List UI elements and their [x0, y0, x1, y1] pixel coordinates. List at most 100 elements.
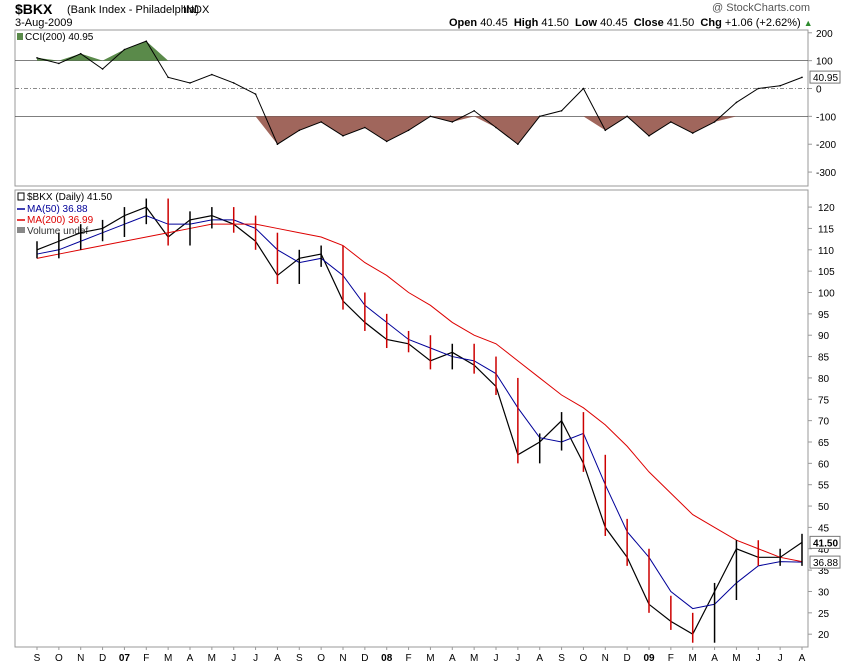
cci-point: [757, 87, 760, 90]
cci-y-tick-label: -300: [816, 168, 836, 179]
cci-point: [145, 40, 148, 42]
price-y-tick-label: 120: [818, 203, 835, 214]
x-tick-label: N: [77, 653, 84, 664]
price-y-tick-label: 70: [818, 417, 830, 428]
low-value: 40.45: [600, 17, 628, 29]
symbol: $BKX: [15, 1, 53, 17]
x-tick-label: S: [34, 653, 41, 664]
cci-point: [779, 84, 781, 87]
x-tick-label: O: [55, 653, 63, 664]
x-tick-label: N: [339, 653, 346, 664]
price-panel-frame: [14, 189, 809, 648]
cci-point: [626, 115, 628, 118]
x-tick-label: D: [99, 653, 106, 664]
x-tick-label: J: [253, 653, 258, 664]
cci-last-value-label: 40.95: [813, 73, 838, 84]
x-tick-label: M: [208, 653, 216, 664]
close-label: Close: [633, 17, 664, 29]
chart-header: $BKX (Bank Index - Philadelphia) INDX 3-…: [0, 0, 850, 30]
x-tick-label: J: [494, 653, 499, 664]
cci-point: [211, 73, 213, 76]
price-last-value-tag: [809, 535, 841, 549]
cci-point: [407, 129, 410, 132]
price-y-tick-label: 50: [818, 502, 830, 513]
price-y-tick-label: 95: [818, 310, 830, 321]
cci-point: [713, 121, 716, 123]
chart-date: 3-Aug-2009: [15, 17, 73, 29]
up-arrow-icon: ▲: [803, 18, 813, 28]
cci-point: [801, 76, 803, 79]
price-y-tick-label: 75: [818, 395, 830, 406]
cci-point: [385, 140, 388, 143]
x-tick-label: J: [756, 653, 761, 664]
x-tick-label: F: [668, 653, 674, 664]
cci-point: [364, 126, 366, 129]
price-line: [36, 206, 803, 636]
cci-last-value-tag: [809, 70, 841, 84]
ma50-last-value-label: 36.88: [813, 558, 838, 569]
price-y-tick-label: 45: [818, 523, 830, 534]
cci-point: [254, 93, 257, 95]
price-y-tick-label: 35: [818, 566, 830, 577]
price-y-tick-label: 40: [818, 545, 830, 556]
x-tick-label: F: [143, 653, 149, 664]
x-tick-label: D: [624, 653, 631, 664]
price-y-tick-label: 110: [818, 246, 834, 257]
price-plot: [36, 198, 803, 643]
cci-point: [604, 129, 607, 132]
x-tick-label: O: [580, 653, 588, 664]
cci-point: [189, 82, 191, 84]
x-tick-label: 09: [643, 653, 655, 664]
price-y-tick-label: 80: [818, 374, 830, 385]
price-legend-swatch: [17, 192, 25, 201]
cci-y-tick-label: 200: [816, 29, 833, 40]
cci-point: [735, 101, 738, 104]
cci-y-tick-label: -200: [816, 140, 836, 151]
volume-legend-label: Volume undef: [27, 226, 88, 237]
x-tick-label: J: [778, 653, 783, 664]
cci-line: [36, 40, 803, 145]
cci-point: [538, 115, 541, 118]
cci-plot: [15, 40, 808, 146]
x-tick-label: A: [799, 653, 806, 664]
x-tick-label: 07: [119, 653, 131, 664]
x-tick-label: A: [536, 653, 543, 664]
cci-y-tick-label: 100: [816, 57, 833, 68]
x-tick-label: A: [187, 653, 194, 664]
high-value: 41.50: [541, 17, 569, 29]
cci-point: [342, 135, 344, 137]
x-tick-label: M: [470, 653, 478, 664]
price-y-tick-label: 60: [818, 459, 830, 470]
price-y-tick-label: 30: [818, 587, 830, 598]
cci-point: [298, 129, 301, 132]
volume-legend-swatch: [17, 227, 25, 233]
price-legend: $BKX (Daily) 41.50 MA(50) 36.88 MA(200) …: [17, 192, 112, 237]
x-tick-label: S: [296, 653, 303, 664]
price-y-tick-label: 65: [818, 438, 830, 449]
close-value: 41.50: [666, 17, 695, 29]
cci-point: [101, 68, 104, 70]
x-tick-label: D: [361, 653, 368, 664]
price-y-tick-label: 85: [818, 353, 830, 364]
x-tick-label: J: [515, 653, 520, 664]
cci-point: [691, 132, 694, 134]
x-tick-label: M: [732, 653, 740, 664]
open-value: 40.45: [480, 17, 508, 29]
price-y-tick-label: 100: [818, 289, 835, 300]
x-tick-label: A: [449, 653, 456, 664]
cci-point: [58, 62, 60, 65]
price-legend-label: $BKX (Daily) 41.50: [27, 192, 112, 203]
cci-point: [473, 109, 475, 112]
x-tick-label: N: [602, 653, 609, 664]
cci-point: [670, 121, 672, 123]
cci-y-tick-label: 0: [816, 85, 822, 96]
cci-panel-frame: [14, 29, 809, 187]
cci-point: [123, 48, 126, 51]
cci-point: [320, 121, 322, 123]
cci-legend: CCI(200) 40.95: [17, 32, 94, 43]
brand-watermark: @ StockCharts.com: [712, 2, 810, 14]
x-tick-label: M: [426, 653, 434, 664]
ma200-legend-label: MA(200) 36.99: [27, 215, 94, 226]
chg-label: Chg: [700, 17, 722, 29]
